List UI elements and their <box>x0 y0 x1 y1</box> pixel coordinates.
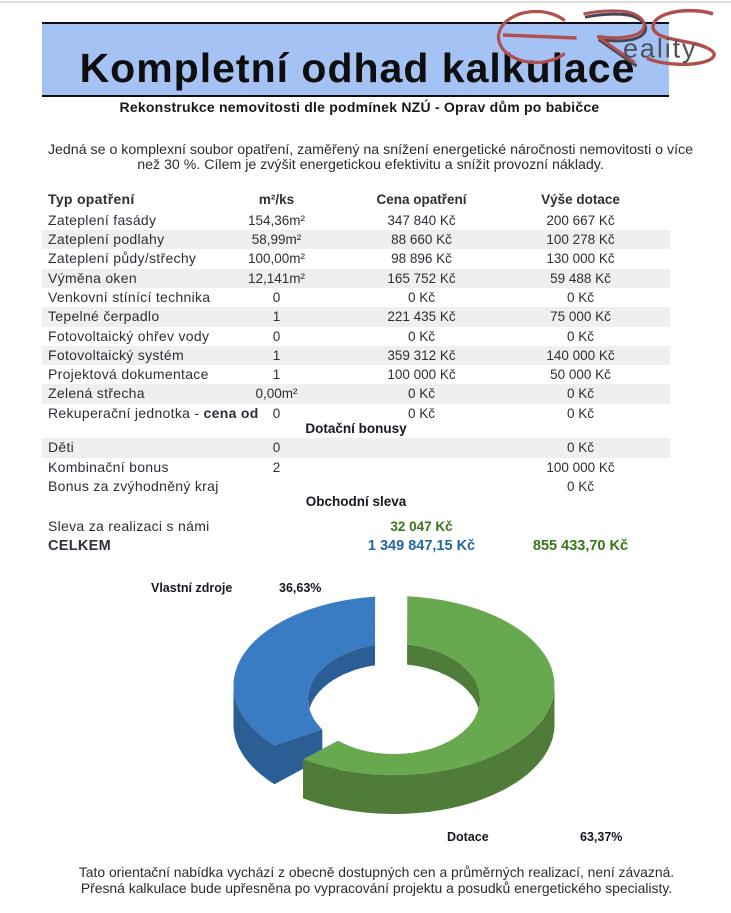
svg-text:eality: eality <box>623 34 697 64</box>
